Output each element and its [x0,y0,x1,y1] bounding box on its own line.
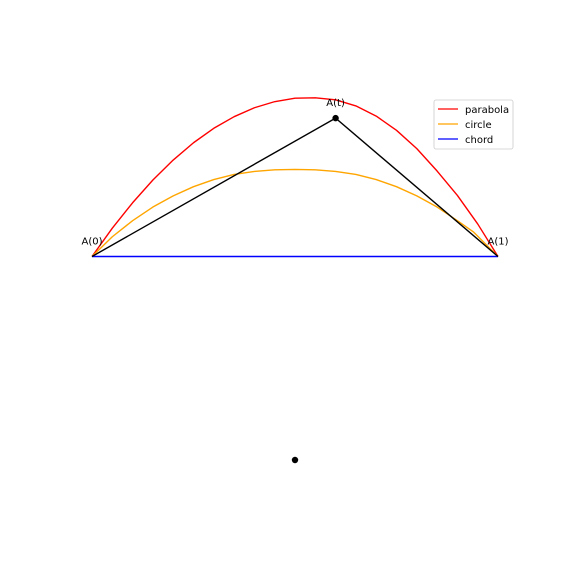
triangle-edge-0 [91,117,336,258]
segments-layer [91,117,499,258]
series-line-parabola [91,97,499,257]
center-point [291,456,299,464]
legend-label-circle: circle [465,120,492,131]
moving-point [332,114,339,122]
labels-layer: A(t) A(0) A(1) [81,98,508,247]
curves-layer [91,97,499,258]
point-label-1: A(0) [81,237,102,248]
legend: parabola circle chord [433,99,514,150]
series-line-circle [91,168,499,258]
legend-label-parabola: parabola [465,105,509,116]
point-label-2: A(1) [487,237,508,248]
legend-label-chord: chord [465,135,493,146]
triangle-edge-1 [335,117,499,258]
points-layer [291,114,339,464]
point-label-0: A(t) [326,98,345,109]
legend-frame [433,99,514,150]
